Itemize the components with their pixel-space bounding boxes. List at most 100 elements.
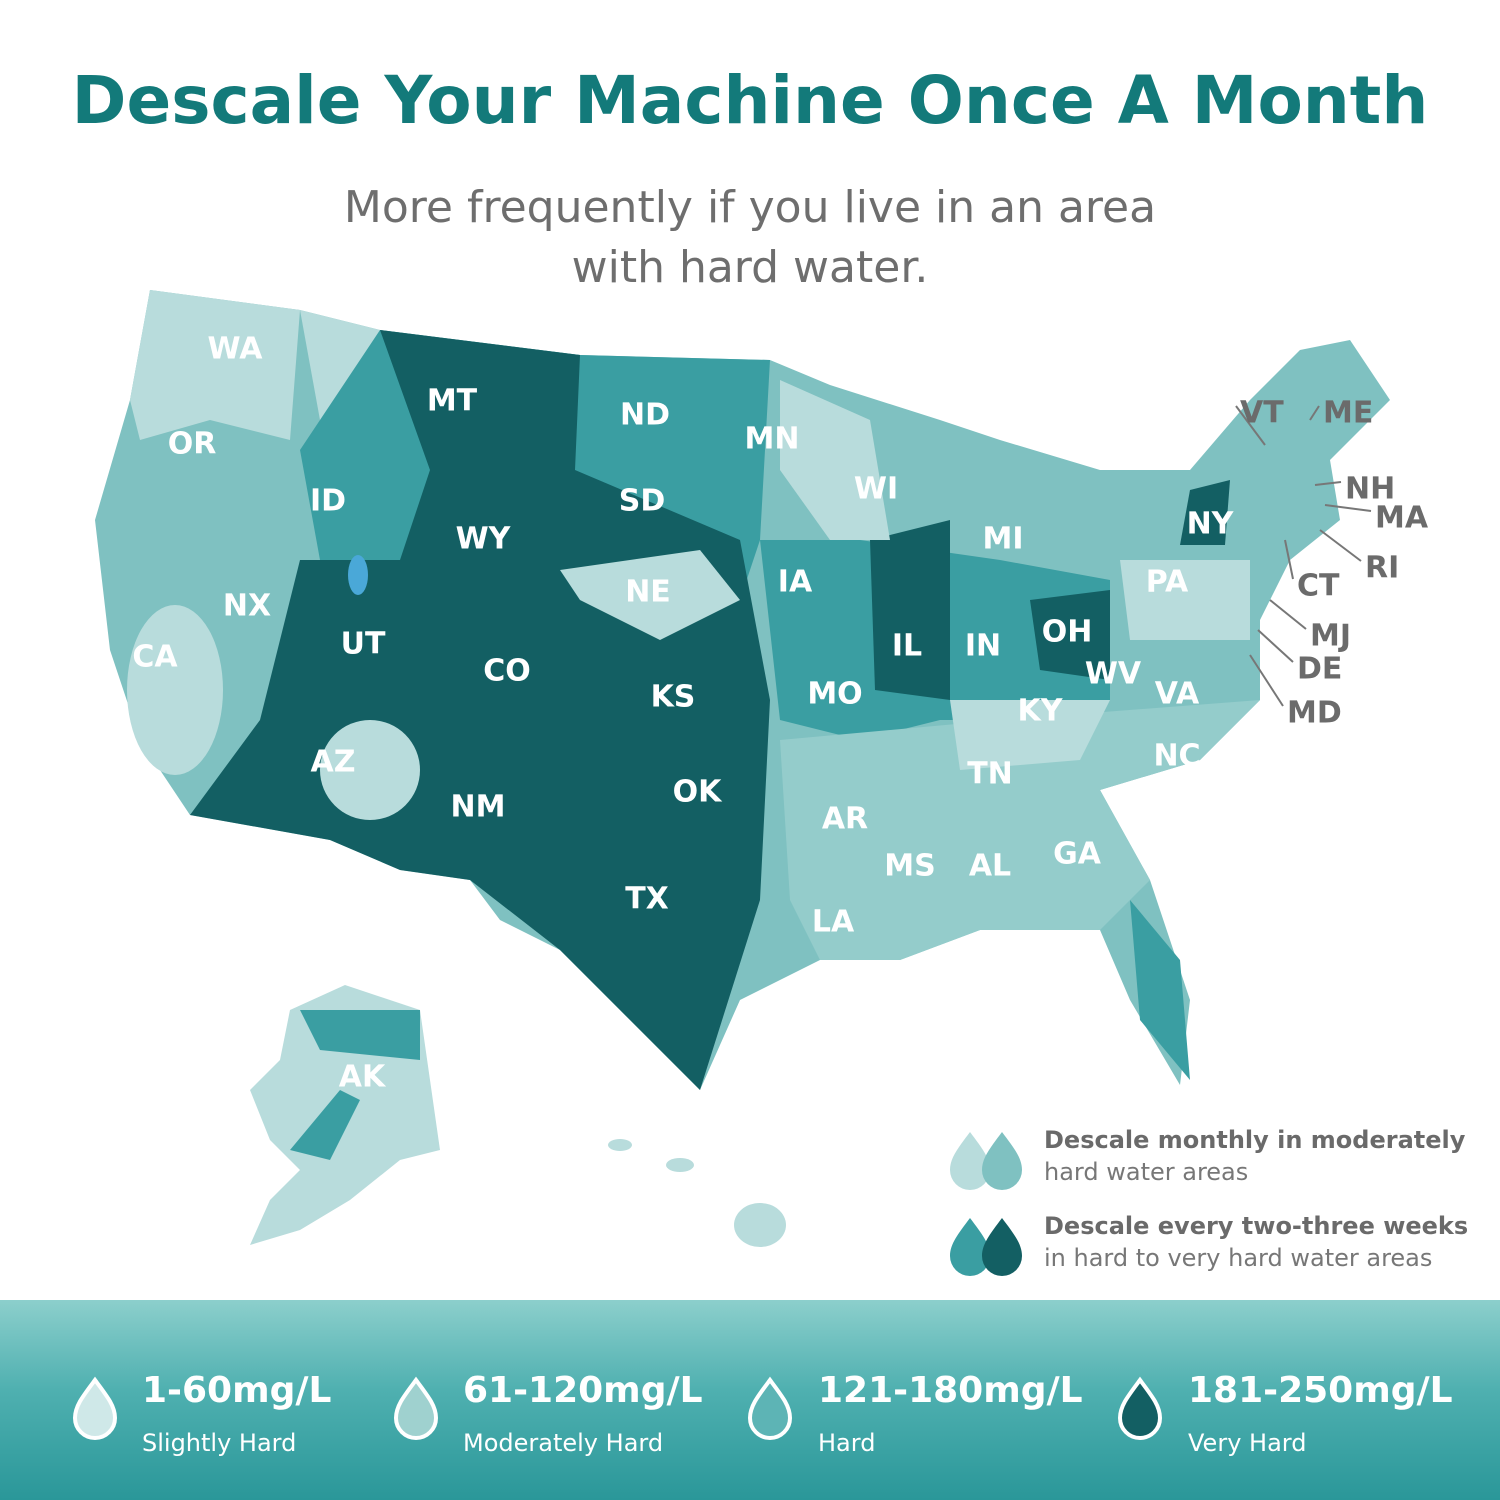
state-label: NY (1187, 507, 1235, 542)
legend-drop (982, 1132, 1022, 1190)
hardness-item: 61-120mg/L Moderately Hard (463, 1370, 703, 1457)
leader-line (1309, 405, 1320, 421)
hardness-item: 121-180mg/L Hard (818, 1370, 1083, 1457)
legend-item: Descale monthly in moderately hard water … (1044, 1124, 1465, 1188)
state-label: LA (812, 905, 855, 940)
state-label: NC (1153, 739, 1200, 774)
state-label: CT (1297, 569, 1340, 604)
hawaii (608, 1139, 632, 1151)
leader-line (1319, 529, 1362, 562)
legend-bold: Descale monthly in moderately (1044, 1126, 1466, 1154)
map-shapes (95, 290, 1390, 1247)
zone-light (127, 605, 223, 775)
state-label: IA (778, 565, 813, 600)
state-label: MD (1287, 696, 1342, 731)
leader-line (1249, 654, 1284, 707)
state-label: MJ (1310, 619, 1351, 654)
hardness-drop (747, 1376, 793, 1440)
hardness-drop (393, 1376, 439, 1440)
leader-line (1235, 405, 1266, 446)
legend-bold: Descale every two-three weeks (1044, 1212, 1469, 1240)
hardness-label: Moderately Hard (463, 1429, 664, 1457)
legend-drop (982, 1218, 1022, 1276)
hardness-range: 121-180mg/L (818, 1370, 1083, 1411)
zone-dark (870, 520, 950, 700)
state-label: OR (168, 427, 217, 462)
title: Descale Your Machine Once A Month (71, 62, 1429, 139)
state-label: GA (1053, 837, 1102, 872)
state-label: CO (483, 654, 531, 689)
state-label: MN (745, 422, 800, 457)
state-label: WA (208, 332, 264, 367)
hardness-range: 61-120mg/L (463, 1370, 703, 1411)
legend-text: hard water areas (1044, 1158, 1249, 1186)
state-label: KS (651, 680, 696, 715)
zone-light-medium (780, 700, 1260, 960)
hardness-label: Hard (818, 1429, 876, 1457)
alaska-zone (300, 1010, 420, 1060)
state-label: WV (1085, 657, 1142, 692)
state-label: AZ (311, 745, 356, 780)
state-label: VT (1240, 396, 1284, 431)
hardness-range: 1-60mg/L (142, 1370, 332, 1411)
zone-light (950, 700, 1110, 770)
leader-line (1324, 504, 1372, 512)
bar-drops (72, 1376, 1163, 1440)
hardness-bar: 1-60mg/L Slightly Hard 61-120mg/L Moderatel… (0, 1300, 1500, 1500)
state-label: OH (1042, 615, 1093, 650)
state-label: MA (1375, 501, 1429, 536)
leader-line (1284, 539, 1294, 580)
hardness-item: 1-60mg/L Slightly Hard (142, 1370, 331, 1457)
zone-light (130, 290, 300, 440)
state-label: NM (451, 790, 506, 825)
leader-line (1269, 599, 1307, 630)
state-label: CA (132, 640, 178, 675)
state-label: WY (456, 522, 512, 557)
zone-light (780, 380, 890, 540)
zone-light (1120, 560, 1250, 640)
state-label: AL (969, 849, 1011, 884)
leader-lines (1235, 405, 1372, 707)
state-label: TN (967, 757, 1013, 792)
hardness-map: WA OR MT ID ND MN SD WY WI MI NY NX UT NE IA CA CO IL IN OH… (95, 290, 1429, 1276)
state-label: RI (1365, 551, 1399, 586)
hardness-label: Very Hard (1188, 1429, 1307, 1457)
state-label: MO (807, 677, 862, 712)
zone-light (560, 550, 740, 640)
state-label: SC (1121, 800, 1165, 835)
state-label: IL (892, 629, 922, 664)
state-label: SD (619, 484, 666, 519)
zone-light (320, 720, 420, 820)
zone-dark (1030, 590, 1110, 680)
legend-drop (950, 1218, 990, 1276)
state-label: MS (884, 849, 935, 884)
state-label: NX (223, 589, 271, 624)
alaska-zone (290, 1090, 360, 1160)
hardness-drop (1117, 1376, 1163, 1440)
lake (348, 555, 368, 595)
state-label: AR (822, 802, 868, 837)
hardness-range: 181-250mg/L (1188, 1370, 1453, 1411)
state-label: ND (620, 398, 670, 433)
leader-line (1314, 481, 1342, 486)
zone-dark (1180, 480, 1230, 545)
zone-dark (190, 330, 770, 1090)
state-label: IN (965, 629, 1001, 664)
hawaii (666, 1158, 694, 1172)
state-label: NE (625, 575, 671, 610)
hardness-drop (72, 1376, 118, 1440)
state-label: UT (341, 627, 386, 662)
state-label: OK (673, 775, 724, 810)
legend-drops (950, 1132, 1022, 1276)
state-labels: WA OR MT ID ND MN SD WY WI MI NY NX UT NE IA CA CO IL IN OH… (132, 332, 1428, 1095)
hardness-label: Slightly Hard (142, 1429, 297, 1457)
legend-drop (950, 1132, 990, 1190)
state-label: PA (1146, 565, 1189, 600)
hardness-item: 181-250mg/L Very Hard (1188, 1370, 1453, 1457)
legend-text: in hard to very hard water areas (1044, 1244, 1433, 1272)
state-label: ME (1323, 396, 1373, 431)
state-label: ID (310, 484, 346, 519)
state-label: TX (625, 882, 669, 917)
state-label: WI (854, 472, 898, 507)
